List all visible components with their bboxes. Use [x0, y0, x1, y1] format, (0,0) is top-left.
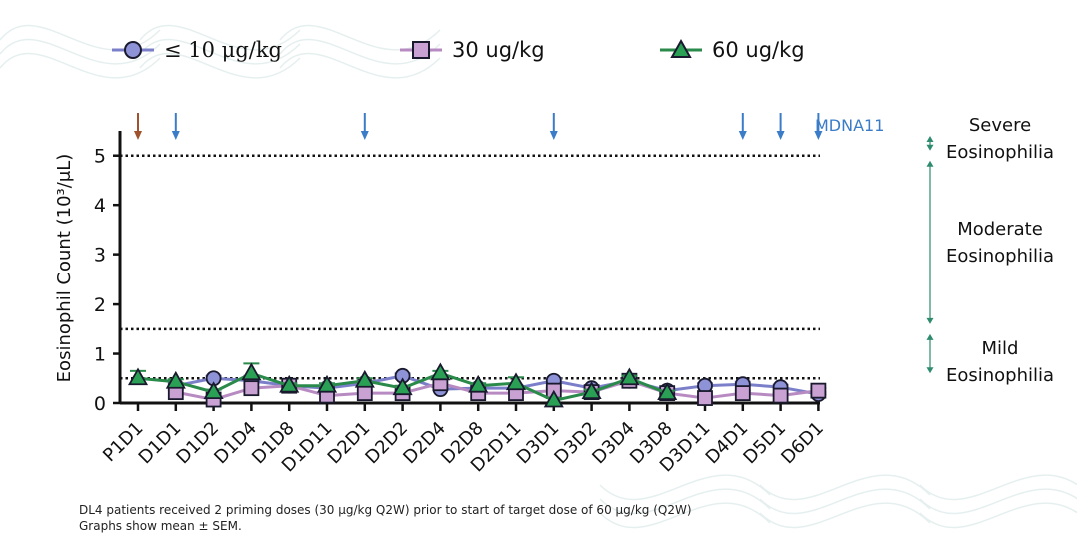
legend-label: ≤ 10 μg/kg	[164, 38, 283, 62]
severity-label-mild: Mild Eosinophilia	[930, 335, 1070, 389]
data-point	[772, 387, 789, 404]
data-point	[243, 380, 260, 397]
legend-item-high-dose: 60 ug/kg	[658, 34, 805, 66]
wave-line	[919, 502, 1077, 529]
data-point	[581, 381, 602, 400]
data-point	[203, 381, 224, 400]
x-tick-label: D3D1	[513, 418, 564, 469]
wave-line	[139, 52, 301, 79]
x-tick-label: D3D4	[588, 418, 639, 469]
data-point	[430, 362, 451, 381]
y-tick-label: 3	[94, 245, 106, 267]
y-tick-label: 0	[94, 393, 106, 415]
data-point	[354, 369, 375, 388]
y-tick-label: 4	[94, 195, 106, 217]
arrow-up-icon	[926, 333, 934, 340]
drug-annotation-label: MDNA11	[815, 116, 885, 135]
dose-arrow-icon	[814, 131, 823, 140]
arrow-down-icon	[926, 367, 934, 374]
wave-line	[919, 488, 1077, 515]
x-tick-label: D3D2	[550, 418, 601, 469]
data-point	[127, 367, 149, 386]
circle-marker-icon	[112, 41, 154, 59]
wave-line	[599, 488, 771, 515]
legend-label: 30 ug/kg	[452, 38, 545, 62]
wave-line	[599, 502, 771, 529]
wave-line	[919, 474, 1077, 501]
y-tick-label: 2	[94, 294, 106, 316]
severity-line: Moderate	[957, 219, 1043, 240]
wave-line	[759, 488, 931, 515]
wave-line	[0, 52, 161, 79]
arrow-down-icon	[926, 317, 934, 324]
dose-arrow-icon	[134, 131, 142, 140]
data-point	[392, 377, 413, 396]
data-point	[505, 372, 527, 391]
severity-line: Severe	[968, 115, 1032, 136]
y-tick-label: 5	[94, 146, 106, 168]
legend-item-low-dose: ≤ 10 μg/kg	[110, 34, 282, 66]
wave-line	[0, 38, 161, 65]
dose-arrow-icon	[171, 131, 180, 140]
data-point	[468, 374, 489, 393]
y-axis-title: Eosinophil Count (10³/μL)	[54, 154, 75, 383]
arrow-down-icon	[926, 144, 934, 151]
x-tick-label: D2D4	[399, 418, 450, 469]
x-tick-label: D4D1	[702, 418, 753, 469]
data-point	[316, 374, 338, 393]
severity-line: Eosinophilia	[945, 246, 1055, 267]
wave-line	[279, 52, 441, 79]
x-tick-label: D2D2	[361, 418, 412, 469]
data-point	[657, 382, 678, 401]
footnote-line-2: Graphs show mean ± SEM.	[79, 519, 242, 533]
x-tick-label: D5D1	[739, 418, 790, 469]
wave-line	[759, 474, 931, 501]
severity-line: Eosinophilia	[945, 142, 1055, 163]
x-tick-label: D1D4	[210, 418, 261, 469]
dose-arrow-icon	[738, 131, 747, 140]
wave-line	[139, 38, 301, 65]
data-point	[241, 362, 262, 381]
legend-item-mid-dose: 30 ug/kg	[398, 34, 545, 66]
wave-line	[279, 38, 441, 65]
data-point	[356, 385, 373, 402]
severity-line: Mild	[981, 338, 1019, 359]
wave-line	[139, 24, 301, 51]
arrow-up-icon	[926, 136, 934, 142]
wave-line	[759, 502, 931, 529]
data-point	[810, 382, 827, 399]
data-point	[619, 367, 640, 386]
dose-arrow-icon	[360, 131, 369, 140]
footnote-line-1: DL4 patients received 2 priming doses (3…	[79, 503, 692, 517]
wave-line	[599, 474, 771, 501]
legend-label: 60 ug/kg	[712, 38, 805, 62]
triangle-marker-icon	[660, 38, 702, 58]
arrow-up-icon	[926, 160, 934, 167]
data-point	[165, 370, 186, 389]
y-tick-label: 1	[94, 344, 106, 366]
severity-label-moderate: Moderate Eosinophilia	[930, 216, 1070, 270]
dose-arrow-icon	[776, 131, 785, 140]
severity-label-severe: Severe Eosinophilia	[930, 112, 1070, 166]
dose-arrow-icon	[549, 131, 558, 140]
x-tick-label: D2D1	[324, 418, 375, 469]
square-marker-icon	[400, 41, 442, 59]
data-point	[734, 385, 751, 402]
x-tick-label: D1D2	[172, 418, 223, 469]
severity-line: Eosinophilia	[945, 365, 1055, 386]
data-point	[697, 390, 713, 406]
x-tick-label: D6D1	[777, 418, 828, 469]
data-point	[279, 374, 300, 393]
x-tick-label: D1D1	[135, 418, 186, 469]
data-point	[543, 389, 564, 408]
